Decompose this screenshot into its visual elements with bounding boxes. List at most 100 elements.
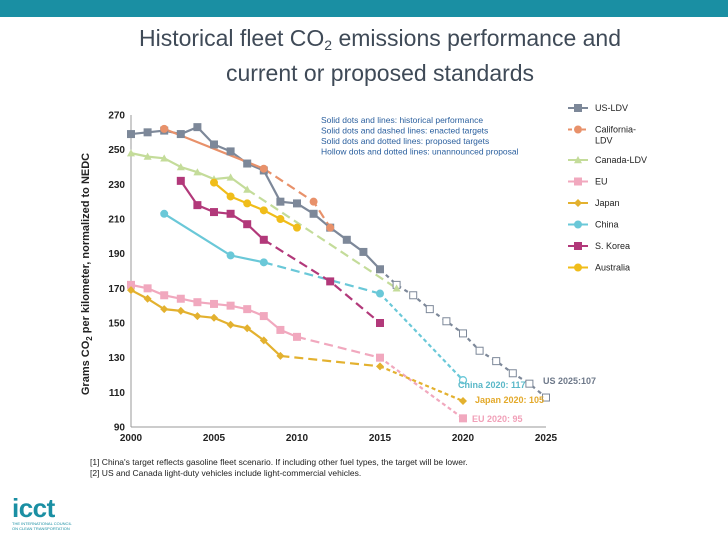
legend-label-canada-ldv: Canada-LDV bbox=[595, 155, 647, 165]
japan-point bbox=[376, 362, 384, 371]
chart-note: Solid dots and dotted lines: proposed ta… bbox=[321, 136, 489, 146]
chart-note: Solid dots and dashed lines: enacted tar… bbox=[321, 126, 488, 136]
s-korea-point bbox=[376, 319, 384, 327]
s-korea-point bbox=[243, 220, 252, 229]
eu-point bbox=[143, 284, 152, 293]
title-text-2: emissions performance and bbox=[332, 25, 622, 51]
legend-marker-china bbox=[574, 220, 582, 229]
china-enacted-line bbox=[263, 261, 381, 295]
legend-marker-eu bbox=[574, 177, 582, 186]
australia-point bbox=[243, 199, 252, 208]
us-ldv-point bbox=[243, 159, 252, 168]
s-korea-point bbox=[326, 277, 335, 286]
legend-label-california-ldv: California- bbox=[595, 125, 636, 135]
japan-point bbox=[176, 306, 185, 315]
us-ldv-point bbox=[525, 379, 534, 388]
canada-ldv-point bbox=[176, 163, 185, 171]
logo-tagline: THE INTERNATIONAL COUNCIL ON CLEAN TRANS… bbox=[12, 521, 72, 531]
australia-point bbox=[226, 192, 235, 201]
japan-point bbox=[276, 351, 285, 360]
australia-point bbox=[276, 215, 285, 223]
footnote-2: [2] US and Canada light-duty vehicles in… bbox=[90, 468, 362, 478]
title-subscript: 2 bbox=[324, 37, 333, 53]
s-korea-point bbox=[210, 208, 218, 217]
legend-label-china: China bbox=[595, 220, 619, 230]
y-tick-label: 250 bbox=[108, 145, 125, 156]
chart-note: Hollow dots and dotted lines: unannounce… bbox=[321, 147, 519, 157]
japan-point bbox=[259, 336, 268, 345]
japan-point bbox=[127, 286, 135, 295]
y-tick-label: 270 bbox=[108, 111, 125, 122]
california-ldv-point bbox=[326, 223, 335, 232]
china-point bbox=[259, 258, 268, 267]
eu-point bbox=[160, 291, 169, 300]
china-proposed-line bbox=[379, 292, 464, 381]
x-tick-label: 2025 bbox=[535, 433, 558, 444]
us-ldv-point bbox=[143, 128, 152, 137]
x-tick-label: 2015 bbox=[369, 433, 392, 444]
annotation-japan: Japan 2020: 105 bbox=[475, 395, 544, 405]
x-tick-label: 2005 bbox=[203, 433, 226, 444]
legend-marker-australia bbox=[574, 263, 582, 272]
eu-point bbox=[193, 298, 202, 307]
y-tick-label: 150 bbox=[108, 319, 125, 330]
legend-label-s-korea: S. Korea bbox=[595, 241, 630, 251]
eu-enacted-line bbox=[296, 335, 381, 359]
us-ldv-point bbox=[176, 130, 185, 139]
australia-point bbox=[210, 178, 218, 187]
title-line-2: current or proposed standards bbox=[225, 60, 535, 86]
japan-point bbox=[193, 312, 202, 321]
y-axis-label: Grams CO2 per kilometer, normalized to N… bbox=[80, 153, 94, 395]
legend-label-us-ldv: US-LDV bbox=[595, 103, 628, 113]
canada-ldv-historical-line bbox=[130, 152, 248, 191]
s-korea-point bbox=[226, 209, 235, 218]
australia-point bbox=[293, 223, 301, 232]
us-ldv-point bbox=[226, 147, 235, 156]
s-korea-point bbox=[193, 201, 202, 210]
eu-point bbox=[293, 332, 301, 341]
icct-logo: icct THE INTERNATIONAL COUNCIL ON CLEAN … bbox=[12, 495, 72, 539]
us-ldv-point bbox=[293, 199, 301, 208]
us-ldv-point bbox=[425, 305, 434, 314]
canada-ldv-point bbox=[243, 185, 252, 193]
y-tick-label: 130 bbox=[108, 353, 125, 364]
eu-point bbox=[276, 325, 285, 334]
us-ldv-point bbox=[508, 369, 517, 378]
canada-ldv-point bbox=[127, 149, 135, 157]
title-text-1: Historical fleet CO bbox=[138, 25, 325, 51]
chart-title: Historical fleet CO2 emissions performan… bbox=[60, 24, 700, 87]
title-line-1: Historical fleet CO2 emissions performan… bbox=[60, 24, 700, 59]
canada-ldv-point bbox=[226, 173, 235, 181]
california-ldv-point bbox=[259, 164, 268, 173]
eu-point bbox=[243, 305, 252, 314]
footnotes: [1] China's target reflects gasoline fle… bbox=[90, 457, 468, 479]
us-ldv-point bbox=[376, 265, 384, 274]
us-ldv-point bbox=[492, 357, 501, 366]
us-ldv-point bbox=[210, 140, 218, 149]
canada-ldv-point bbox=[392, 284, 401, 292]
japan-point bbox=[160, 305, 169, 314]
japan-point bbox=[226, 320, 235, 329]
california-ldv-point bbox=[309, 197, 318, 206]
legend-label-australia: Australia bbox=[595, 263, 630, 273]
s-korea-point bbox=[259, 235, 268, 244]
y-tick-label: 210 bbox=[108, 215, 125, 226]
us-ldv-point bbox=[309, 209, 318, 218]
eu-proposed-line bbox=[379, 356, 464, 420]
japan-point bbox=[210, 313, 218, 322]
japan-enacted-line bbox=[280, 354, 381, 368]
us-ldv-point bbox=[276, 197, 285, 206]
japan-proposed-line bbox=[379, 365, 464, 403]
y-tick-label: 90 bbox=[114, 423, 126, 434]
legend-label-california-ldv-cont: LDV bbox=[595, 136, 613, 146]
y-tick-label: 190 bbox=[108, 249, 125, 260]
us-ldv-point bbox=[359, 247, 368, 256]
us-ldv-point bbox=[475, 346, 484, 355]
china-point bbox=[458, 376, 468, 385]
canada-ldv-point bbox=[143, 152, 152, 160]
legend-marker-california-ldv bbox=[574, 125, 582, 134]
canada-ldv-point bbox=[160, 154, 169, 162]
chart-note: Solid dots and lines: historical perform… bbox=[321, 115, 483, 125]
eu-point bbox=[376, 353, 384, 362]
